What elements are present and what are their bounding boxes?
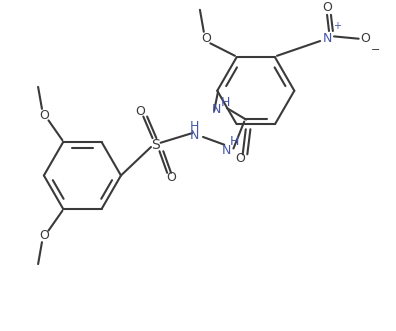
Text: N: N — [222, 144, 232, 157]
Text: H: H — [189, 120, 199, 133]
Text: N: N — [189, 129, 199, 142]
Text: H: H — [230, 135, 239, 149]
Text: O: O — [361, 32, 371, 45]
Text: N: N — [322, 32, 332, 45]
Text: O: O — [236, 152, 245, 165]
Text: N: N — [212, 103, 221, 116]
Text: O: O — [322, 1, 332, 14]
Text: −: − — [371, 44, 380, 55]
Text: O: O — [39, 229, 49, 242]
Text: H: H — [220, 96, 230, 109]
Text: O: O — [39, 109, 49, 122]
Text: O: O — [201, 32, 211, 45]
Text: S: S — [151, 138, 160, 152]
Text: O: O — [135, 105, 145, 118]
Text: +: + — [333, 22, 341, 31]
Text: O: O — [166, 171, 176, 184]
